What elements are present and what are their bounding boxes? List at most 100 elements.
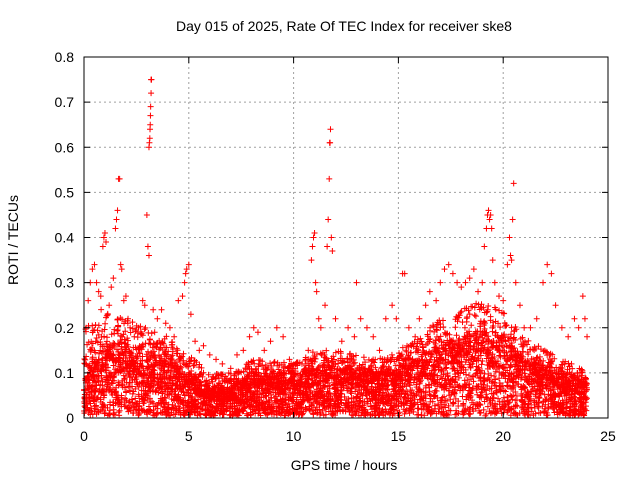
data-point (180, 350, 187, 357)
data-point (102, 410, 109, 417)
data-point (407, 382, 414, 389)
data-point (127, 329, 134, 336)
data-point (205, 371, 212, 378)
data-point (158, 355, 165, 362)
data-point (480, 406, 487, 413)
data-point (506, 364, 513, 371)
data-point (356, 372, 363, 379)
data-point (503, 349, 510, 356)
data-point (469, 397, 476, 404)
data-point (139, 332, 146, 339)
data-point (524, 341, 531, 348)
data-point (258, 394, 265, 401)
data-point (152, 403, 159, 410)
data-point (488, 385, 495, 392)
data-point (271, 359, 278, 366)
data-point (528, 355, 535, 362)
data-point (85, 379, 92, 386)
data-point (453, 407, 460, 414)
data-point (478, 305, 485, 312)
data-point (463, 396, 470, 403)
data-point (502, 402, 509, 409)
data-point (474, 383, 481, 390)
data-point (514, 348, 521, 355)
data-point (408, 397, 415, 404)
data-point (159, 396, 166, 403)
data-point (519, 334, 526, 341)
data-point (203, 377, 210, 384)
data-point (388, 351, 395, 358)
data-point (541, 347, 548, 354)
data-point (125, 383, 132, 390)
data-point (250, 390, 257, 397)
data-point (537, 410, 544, 417)
data-point (99, 382, 106, 389)
data-point (479, 358, 486, 365)
data-point (441, 393, 448, 400)
data-point (560, 358, 567, 365)
data-point (96, 350, 103, 357)
data-point (190, 362, 197, 369)
data-point (437, 397, 444, 404)
data-point (104, 404, 111, 411)
data-point (114, 316, 121, 323)
data-point (117, 337, 124, 344)
data-point (107, 384, 114, 391)
data-point (451, 341, 458, 348)
data-point (211, 384, 218, 391)
data-point (103, 338, 110, 345)
data-point (202, 381, 209, 388)
data-point (130, 388, 137, 395)
data-point (116, 354, 123, 361)
data-point (132, 406, 139, 413)
data-point (143, 351, 150, 358)
data-point (163, 333, 170, 340)
data-point (117, 314, 124, 321)
data-point (512, 389, 519, 396)
data-point (337, 396, 344, 403)
data-point (148, 330, 155, 337)
data-point (532, 393, 539, 400)
data-point (582, 374, 589, 381)
data-point (102, 320, 109, 327)
data-point (459, 393, 466, 400)
data-point (334, 397, 341, 404)
data-point (461, 324, 468, 331)
data-point (447, 407, 454, 414)
data-point (440, 324, 447, 331)
data-point (463, 318, 470, 325)
data-point (309, 349, 316, 356)
data-point (545, 385, 552, 392)
data-point (443, 348, 450, 355)
chart-title: Day 015 of 2025, Rate Of TEC Index for r… (176, 18, 512, 34)
data-point (533, 388, 540, 395)
data-point (129, 319, 136, 326)
data-point (454, 381, 461, 388)
data-point (403, 348, 410, 355)
data-point (158, 409, 165, 416)
data-point (478, 361, 485, 368)
data-point (471, 312, 478, 319)
data-point (497, 324, 504, 331)
data-point (173, 381, 180, 388)
data-point (446, 380, 453, 387)
data-point (489, 324, 496, 331)
data-point (460, 411, 467, 418)
data-point (224, 406, 231, 413)
data-point (224, 398, 231, 405)
data-point (311, 355, 318, 362)
data-point (332, 361, 339, 368)
data-point (141, 326, 148, 333)
data-point (480, 319, 487, 326)
data-point (491, 373, 498, 380)
data-point (481, 309, 488, 316)
data-point (151, 329, 158, 336)
data-point (91, 367, 98, 374)
data-point (103, 341, 110, 348)
data-point (536, 353, 543, 360)
data-point (530, 412, 537, 419)
data-point (108, 331, 115, 338)
data-point (500, 394, 507, 401)
data-point (524, 411, 531, 418)
